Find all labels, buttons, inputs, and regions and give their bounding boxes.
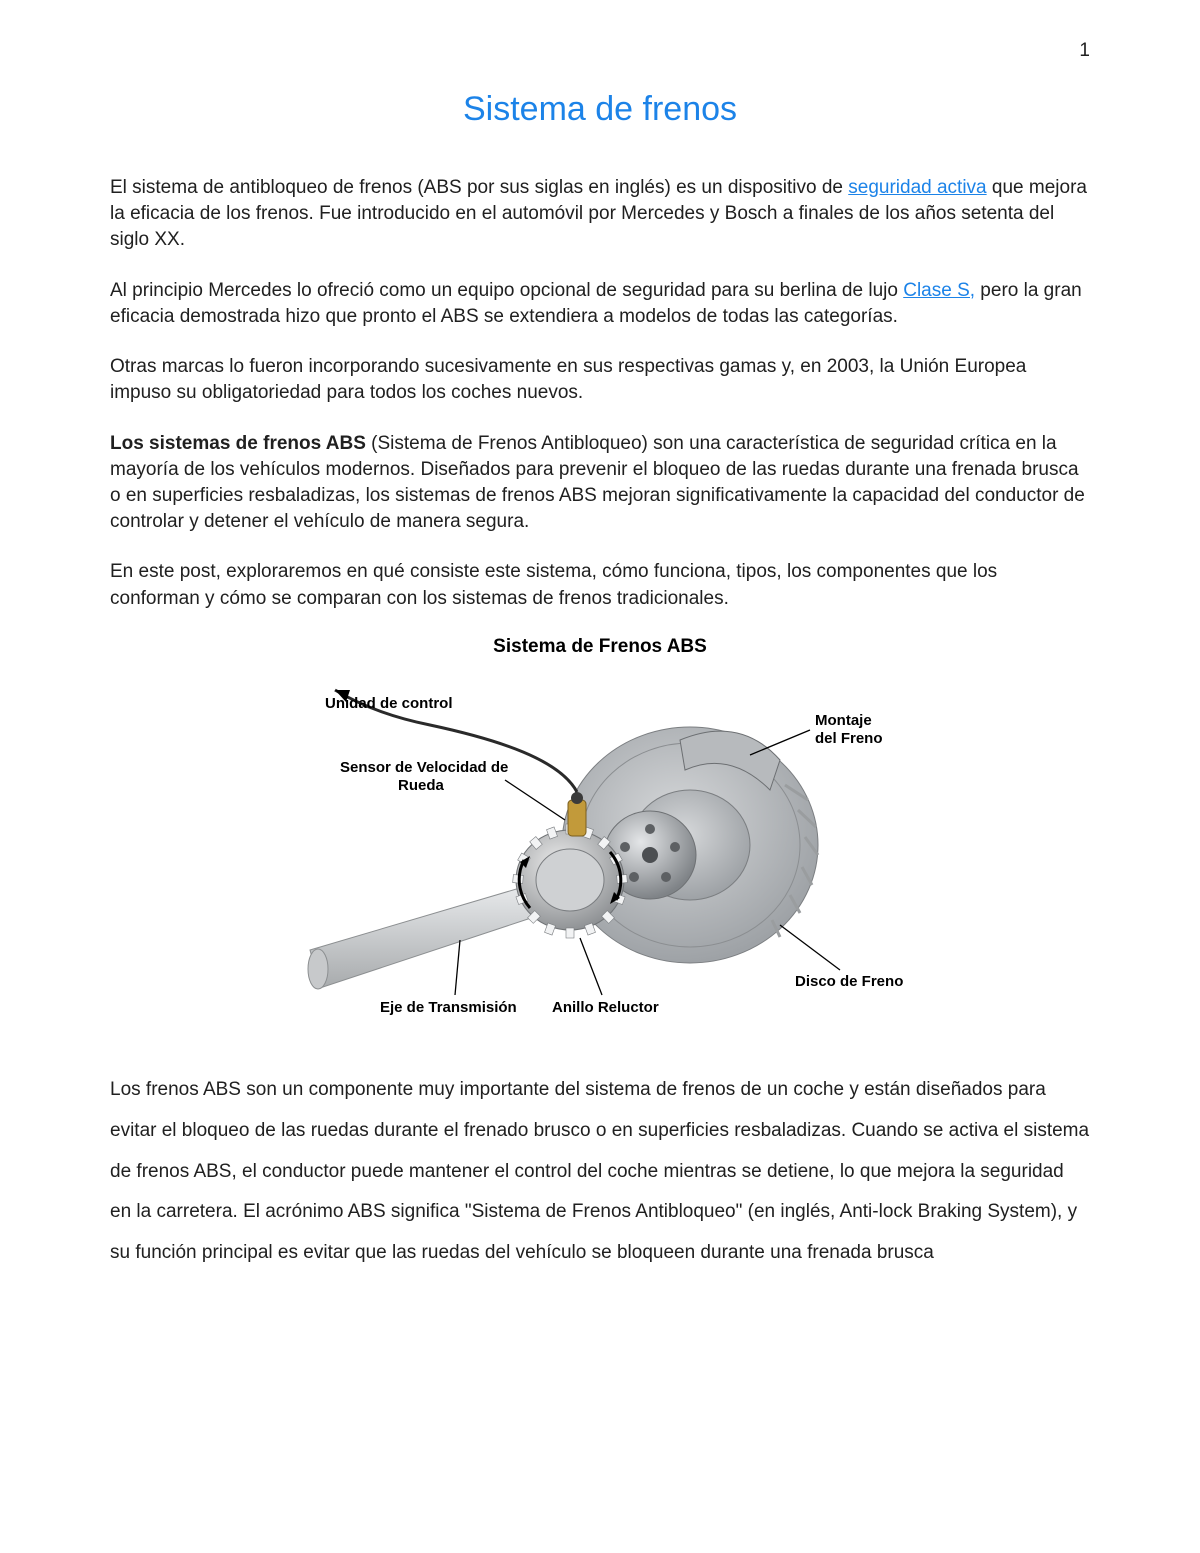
label-montaje-1: Montaje	[815, 712, 872, 729]
paragraph-6: Los frenos ABS son un componente muy imp…	[110, 1070, 1090, 1274]
axle-icon	[308, 885, 540, 989]
diagram-title: Sistema de Frenos ABS	[280, 636, 920, 658]
abs-diagram-svg: Unidad de control Sensor de Velocidad de…	[280, 670, 920, 1030]
label-unidad-control: Unidad de control	[325, 695, 453, 712]
p1-text-a: El sistema de antibloqueo de frenos (ABS…	[110, 177, 848, 198]
p2-text-a: Al principio Mercedes lo ofreció como un…	[110, 280, 903, 301]
label-sensor-velocidad-1: Sensor de Velocidad de	[340, 759, 508, 776]
label-disco-freno: Disco de Freno	[795, 973, 903, 990]
paragraph-4: Los sistemas de frenos ABS (Sistema de F…	[110, 431, 1090, 536]
abs-diagram: Sistema de Frenos ABS	[280, 636, 920, 1030]
label-anillo-reluctor: Anillo Reluctor	[552, 999, 659, 1016]
label-montaje-2: del Freno	[815, 730, 883, 747]
page-number: 1	[1079, 40, 1090, 62]
p4-bold: Los sistemas de frenos ABS	[110, 433, 366, 454]
link-seguridad-activa[interactable]: seguridad activa	[848, 177, 986, 198]
document-page: 1 Sistema de frenos El sistema de antibl…	[0, 0, 1200, 1553]
label-sensor-velocidad-2: Rueda	[398, 777, 445, 794]
page-title: Sistema de frenos	[110, 90, 1090, 129]
label-eje-transmision: Eje de Transmisión	[380, 999, 517, 1016]
paragraph-3: Otras marcas lo fueron incorporando suce…	[110, 354, 1090, 406]
link-clase-s[interactable]: Clase S,	[903, 280, 975, 301]
paragraph-5: En este post, exploraremos en qué consis…	[110, 559, 1090, 611]
paragraph-2: Al principio Mercedes lo ofreció como un…	[110, 278, 1090, 330]
paragraph-1: El sistema de antibloqueo de frenos (ABS…	[110, 175, 1090, 254]
